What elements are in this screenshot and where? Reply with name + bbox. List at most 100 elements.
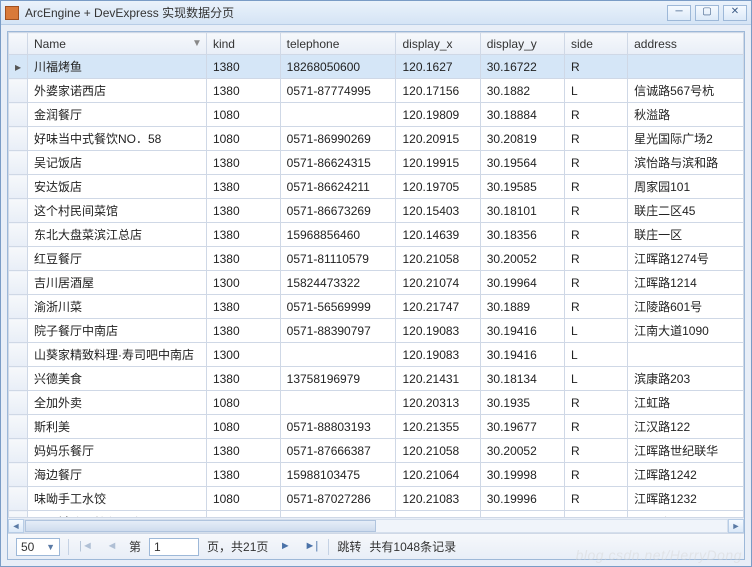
cell-Name[interactable]: 吉川居酒屋	[27, 271, 206, 295]
cell-kind[interactable]: 1380	[206, 247, 280, 271]
column-header-kind[interactable]: kind	[206, 33, 280, 55]
cell-Name[interactable]: 东北大盘菜滨江总店	[27, 223, 206, 247]
cell-Name[interactable]: 味呦手工水饺	[27, 487, 206, 511]
cell-address[interactable]: 江汉路122	[628, 415, 744, 439]
first-page-button[interactable]: |◄	[77, 539, 95, 555]
table-row[interactable]: 金润餐厅1080120.1980930.18884R秋溢路	[9, 103, 744, 127]
cell-display_y[interactable]: 30.18101	[480, 199, 564, 223]
cell-address[interactable]: 江南大道1090	[628, 319, 744, 343]
scroll-left-button[interactable]: ◄	[8, 519, 24, 533]
cell-side[interactable]: R	[564, 223, 627, 247]
cell-side[interactable]: R	[564, 415, 627, 439]
table-row[interactable]: 吴记饭店13800571-86624315120.1991530.19564R滨…	[9, 151, 744, 175]
cell-display_y[interactable]: 30.18134	[480, 367, 564, 391]
cell-kind[interactable]: 1080	[206, 127, 280, 151]
cell-display_y[interactable]: 30.19585	[480, 175, 564, 199]
cell-kind[interactable]: 1380	[206, 367, 280, 391]
next-page-button[interactable]: ►	[276, 539, 294, 555]
cell-kind[interactable]: 1380	[206, 295, 280, 319]
cell-display_y[interactable]: 30.1935	[480, 391, 564, 415]
table-row[interactable]: 院子餐厅中南店13800571-88390797120.1908330.1941…	[9, 319, 744, 343]
cell-display_x[interactable]: 120.14639	[396, 223, 480, 247]
cell-display_x[interactable]: 120.21083	[396, 511, 480, 518]
cell-address[interactable]: 江晖路1232	[628, 511, 744, 518]
table-row[interactable]: 好味当中式餐饮NO．5810800571-86990269120.2091530…	[9, 127, 744, 151]
column-header-display_y[interactable]: display_y	[480, 33, 564, 55]
cell-telephone[interactable]: 0571-88803193	[280, 415, 396, 439]
cell-display_y[interactable]: 30.20819	[480, 127, 564, 151]
cell-address[interactable]	[628, 343, 744, 367]
cell-display_x[interactable]: 120.21355	[396, 415, 480, 439]
table-row[interactable]: 红豆餐厅13800571-81110579120.2105830.20052R江…	[9, 247, 744, 271]
cell-display_y[interactable]: 30.16722	[480, 55, 564, 79]
cell-display_y[interactable]: 30.19416	[480, 319, 564, 343]
cell-Name[interactable]: 吴记饭店	[27, 151, 206, 175]
cell-Name[interactable]: 品江城武汉特色小吃	[27, 511, 206, 518]
table-row[interactable]: 安达饭店13800571-86624211120.1970530.19585R周…	[9, 175, 744, 199]
cell-display_y[interactable]: 30.20052	[480, 247, 564, 271]
cell-Name[interactable]: 红豆餐厅	[27, 247, 206, 271]
table-row[interactable]: 山葵家精致料理·寿司吧中南店1300120.1908330.19416L	[9, 343, 744, 367]
cell-telephone[interactable]: 0571-56569999	[280, 295, 396, 319]
cell-address[interactable]	[628, 55, 744, 79]
cell-display_x[interactable]: 120.17156	[396, 79, 480, 103]
cell-telephone[interactable]: 0571-86673269	[280, 199, 396, 223]
cell-telephone[interactable]: 18268050600	[280, 55, 396, 79]
cell-telephone[interactable]: 13758196979	[280, 367, 396, 391]
cell-display_x[interactable]: 120.20313	[396, 391, 480, 415]
cell-address[interactable]: 星光国际广场2	[628, 127, 744, 151]
cell-Name[interactable]: 好味当中式餐饮NO．58	[27, 127, 206, 151]
cell-side[interactable]: L	[564, 343, 627, 367]
cell-display_x[interactable]: 120.21431	[396, 367, 480, 391]
cell-side[interactable]: R	[564, 391, 627, 415]
page-size-select[interactable]: 50 ▼	[16, 538, 60, 556]
table-row[interactable]: 渝浙川菜13800571-56569999120.2174730.1889R江陵…	[9, 295, 744, 319]
cell-display_x[interactable]: 120.21064	[396, 463, 480, 487]
cell-display_y[interactable]: 30.19998	[480, 463, 564, 487]
cell-telephone[interactable]: 0571-87027286	[280, 487, 396, 511]
cell-display_x[interactable]: 120.15403	[396, 199, 480, 223]
cell-address[interactable]: 秋溢路	[628, 103, 744, 127]
prev-page-button[interactable]: ◄	[103, 539, 121, 555]
cell-side[interactable]: R	[564, 127, 627, 151]
cell-kind[interactable]: 1380	[206, 439, 280, 463]
cell-display_y[interactable]: 30.18884	[480, 103, 564, 127]
cell-Name[interactable]: 院子餐厅中南店	[27, 319, 206, 343]
last-page-button[interactable]: ►|	[302, 539, 320, 555]
close-button[interactable]: ✕	[723, 5, 747, 21]
cell-Name[interactable]: 山葵家精致料理·寿司吧中南店	[27, 343, 206, 367]
cell-kind[interactable]: 1080	[206, 487, 280, 511]
cell-display_x[interactable]: 120.19083	[396, 319, 480, 343]
cell-kind[interactable]: 1080	[206, 103, 280, 127]
cell-display_x[interactable]: 120.21058	[396, 247, 480, 271]
cell-Name[interactable]: 兴德美食	[27, 367, 206, 391]
cell-display_x[interactable]: 120.19705	[396, 175, 480, 199]
cell-display_y[interactable]: 30.18356	[480, 223, 564, 247]
cell-address[interactable]: 江晖路世纪联华	[628, 439, 744, 463]
cell-display_y[interactable]: 30.19564	[480, 151, 564, 175]
cell-address[interactable]: 联庄二区45	[628, 199, 744, 223]
cell-address[interactable]: 江晖路1214	[628, 271, 744, 295]
cell-side[interactable]: R	[564, 151, 627, 175]
cell-side[interactable]: L	[564, 367, 627, 391]
filter-icon[interactable]: ▼	[192, 38, 202, 49]
cell-telephone[interactable]	[280, 343, 396, 367]
cell-Name[interactable]: 外婆家诺西店	[27, 79, 206, 103]
column-header-display_x[interactable]: display_x	[396, 33, 480, 55]
cell-address[interactable]: 滨怡路与滨和路	[628, 151, 744, 175]
cell-Name[interactable]: 妈妈乐餐厅	[27, 439, 206, 463]
cell-kind[interactable]: 1380	[206, 199, 280, 223]
column-header-telephone[interactable]: telephone	[280, 33, 396, 55]
maximize-button[interactable]: ▢	[695, 5, 719, 21]
cell-telephone[interactable]: 0571-87666387	[280, 439, 396, 463]
cell-telephone[interactable]: 15824473322	[280, 271, 396, 295]
cell-display_y[interactable]: 30.19416	[480, 343, 564, 367]
cell-Name[interactable]: 这个村民间菜馆	[27, 199, 206, 223]
cell-display_x[interactable]: 120.20915	[396, 127, 480, 151]
cell-address[interactable]: 联庄一区	[628, 223, 744, 247]
cell-kind[interactable]: 1080	[206, 511, 280, 518]
table-row[interactable]: 兴德美食138013758196979120.2143130.18134L滨康路…	[9, 367, 744, 391]
cell-side[interactable]: L	[564, 79, 627, 103]
column-header-Name[interactable]: Name▼	[27, 33, 206, 55]
scroll-track[interactable]	[24, 519, 728, 533]
